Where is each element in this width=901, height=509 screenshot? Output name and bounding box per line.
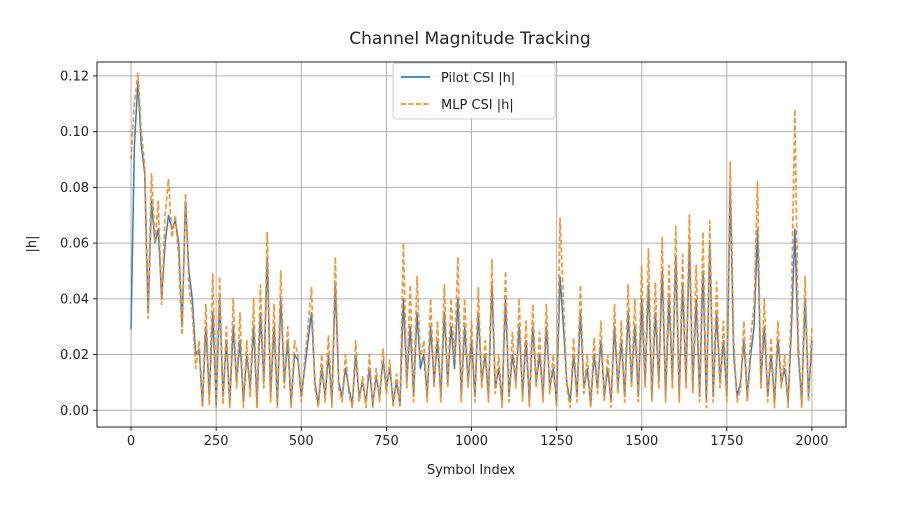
x-tick-label: 500 [289, 434, 314, 449]
y-tick-label: 0.08 [60, 181, 89, 196]
legend-label-pilot: Pilot CSI |h| [441, 71, 515, 86]
y-axis-label: |h| [25, 236, 40, 253]
x-tick-label: 250 [204, 434, 229, 449]
x-tick-label: 2000 [795, 434, 828, 449]
legend: Pilot CSI |h| MLP CSI |h| [392, 62, 556, 120]
x-tick-label: 1000 [455, 434, 488, 449]
y-tick-label: 0.10 [60, 125, 89, 140]
y-tick-label: 0.02 [60, 348, 89, 363]
series-lines [130, 72, 813, 409]
x-tick-label: 1750 [710, 434, 743, 449]
legend-box [392, 62, 556, 120]
y-tick-label: 0.04 [60, 292, 89, 307]
x-tick-label: 750 [374, 434, 399, 449]
legend-label-mlp: MLP CSI |h| [441, 98, 514, 113]
y-tick-label: 0.12 [60, 69, 89, 84]
x-axis-label: Symbol Index [427, 463, 516, 478]
axis-ticks: 0 250 500 750 1000 1250 1500 1750 2000 0.00 0.02 0.… [60, 69, 828, 449]
x-tick-label: 1250 [540, 434, 573, 449]
y-tick-label: 0.00 [60, 404, 89, 419]
y-tick-label: 0.06 [60, 237, 89, 252]
chart-title: Channel Magnitude Tracking [349, 29, 590, 49]
series-line-mlp [130, 72, 813, 409]
x-tick-label: 1500 [625, 434, 658, 449]
x-tick-label: 0 [127, 434, 135, 449]
